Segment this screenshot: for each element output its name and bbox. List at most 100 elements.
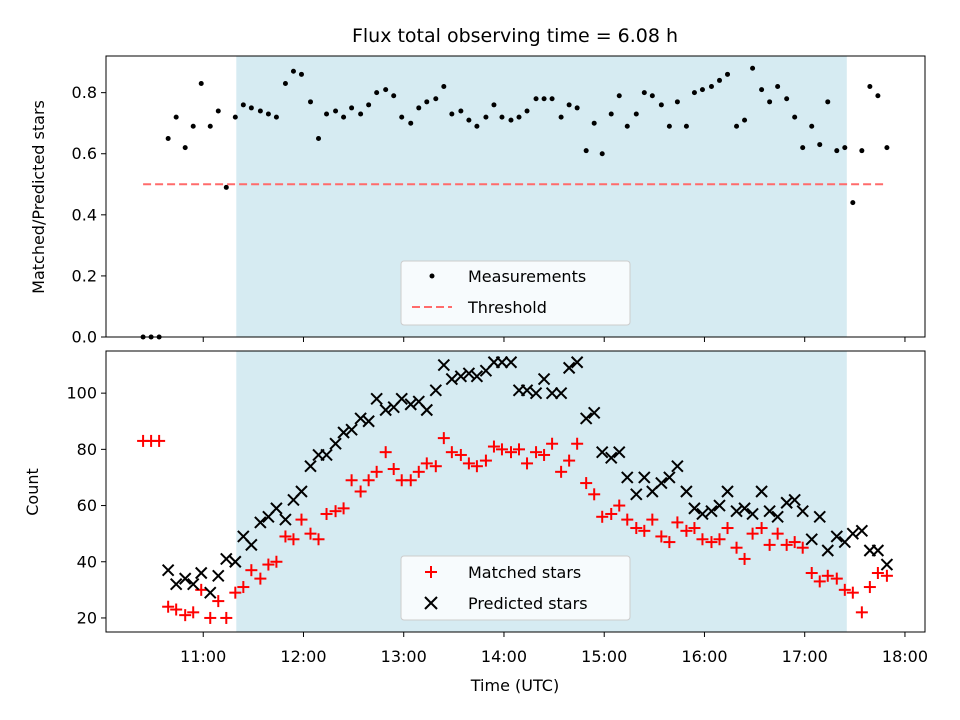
- predicted-star-point: [621, 471, 634, 484]
- matched-star-point: [404, 474, 417, 487]
- predicted-star-point-b: [663, 471, 676, 484]
- matched-star-point: [530, 446, 543, 459]
- predicted-star-point-b: [755, 485, 768, 498]
- measurement-point: [875, 93, 881, 99]
- predicted-star-point-b: [178, 572, 192, 585]
- predicted-star-point-b: [562, 361, 576, 375]
- predicted-star-point-b: [570, 356, 584, 369]
- bottom-xtick-label: 18:00: [882, 647, 928, 666]
- matched-star-point: [412, 465, 425, 478]
- predicted-star-point: [680, 485, 693, 498]
- measurement-point: [424, 99, 430, 105]
- measurement-point: [608, 111, 614, 117]
- matched-star-point: [195, 583, 208, 596]
- predicted-star-point-b: [813, 510, 826, 523]
- measurement-point: [817, 142, 823, 148]
- predicted-star-point-b: [655, 476, 668, 490]
- predicted-star-point: [304, 460, 317, 473]
- predicted-star-point-b: [404, 398, 417, 411]
- matched-star-point: [504, 446, 517, 459]
- measurement-point: [458, 108, 464, 114]
- matched-star-point: [863, 581, 876, 594]
- predicted-star-point: [337, 426, 350, 439]
- predicted-star-point: [880, 558, 894, 571]
- measurement-point: [599, 151, 605, 157]
- bottom-ytick-label: 60: [77, 496, 97, 515]
- predicted-star-point-b: [437, 358, 451, 372]
- matched-star-point: [746, 527, 759, 540]
- predicted-star-point: [696, 507, 709, 521]
- matched-star-point: [688, 522, 701, 535]
- bottom-xtick-label: 13:00: [381, 647, 427, 666]
- predicted-star-point-b: [370, 392, 383, 405]
- matched-star-point: [429, 460, 442, 473]
- predicted-star-point-b: [780, 496, 793, 509]
- predicted-star-point: [771, 510, 784, 523]
- predicted-star-point-b: [329, 437, 342, 450]
- predicted-star-point: [871, 544, 885, 557]
- predicted-star-point-b: [229, 555, 242, 568]
- measurement-point: [298, 71, 304, 77]
- predicted-stars-legend-marker: [424, 596, 438, 610]
- predicted-star-point-b: [763, 504, 776, 518]
- measurement-point: [265, 111, 271, 117]
- measurement-point: [859, 148, 865, 154]
- predicted-star-point: [605, 451, 618, 464]
- predicted-star-point: [354, 412, 367, 425]
- measurement-point: [215, 108, 221, 114]
- measurement-point: [616, 93, 622, 99]
- predicted-star-point-b: [237, 530, 250, 543]
- measurement-point: [533, 96, 539, 102]
- measurement-point: [658, 102, 664, 108]
- measurement-point: [408, 120, 414, 126]
- predicted-star-point-b: [537, 372, 551, 386]
- predicted-star-point: [329, 437, 342, 450]
- measurement-point: [248, 105, 254, 111]
- predicted-star-point-b: [621, 471, 634, 484]
- measurement-point: [809, 123, 815, 129]
- matched-star-point: [437, 432, 450, 445]
- matched-star-point: [153, 434, 166, 447]
- predicted-star-point-b: [337, 426, 350, 439]
- predicted-star-point-b: [495, 356, 509, 369]
- predicted-star-point: [780, 496, 793, 509]
- measurement-point: [649, 93, 655, 99]
- measurement-point: [333, 108, 339, 114]
- matched-star-point: [871, 566, 884, 579]
- measurement-point: [290, 68, 296, 74]
- measurement-point: [524, 108, 530, 114]
- predicted-star-point: [655, 476, 668, 490]
- matched-star-point: [846, 586, 859, 599]
- predicted-star-point: [245, 538, 258, 552]
- measurement-point: [691, 90, 697, 96]
- matched-star-point: [229, 586, 242, 599]
- measurement-point: [273, 114, 279, 120]
- predicted-star-point-b: [279, 513, 292, 526]
- top-ytick-label: 0.8: [72, 83, 97, 102]
- chart-title: Flux total observing time = 6.08 h: [352, 25, 678, 47]
- matched-star-point: [580, 477, 593, 490]
- predicted-star-point: [755, 485, 768, 498]
- predicted-star-point-b: [671, 460, 684, 473]
- measurement-point: [850, 200, 856, 206]
- predicted-star-point-b: [846, 527, 860, 540]
- measurement-point: [441, 84, 447, 90]
- predicted-star-point-b: [445, 372, 459, 386]
- predicted-star-point: [212, 569, 225, 583]
- predicted-star-point: [470, 370, 484, 383]
- measurement-point: [800, 145, 806, 151]
- measurement-point: [307, 99, 313, 105]
- measurement-point: [232, 114, 238, 120]
- bottom-y-ticks: 20 40 60 80 100: [66, 384, 106, 627]
- matched-star-point: [696, 533, 709, 546]
- measurement-point: [583, 148, 589, 154]
- predicted-star-point-b: [245, 538, 258, 552]
- top-legend: Measurements Threshold: [400, 260, 631, 326]
- matched-star-point: [370, 465, 383, 478]
- matched-star-point: [354, 485, 367, 498]
- matched-stars-legend-marker: [425, 566, 437, 578]
- matched-star-point: [538, 448, 551, 461]
- measurement-point: [508, 117, 514, 123]
- top-ytick-label: 0.2: [72, 266, 97, 285]
- matched-star-point: [705, 536, 718, 549]
